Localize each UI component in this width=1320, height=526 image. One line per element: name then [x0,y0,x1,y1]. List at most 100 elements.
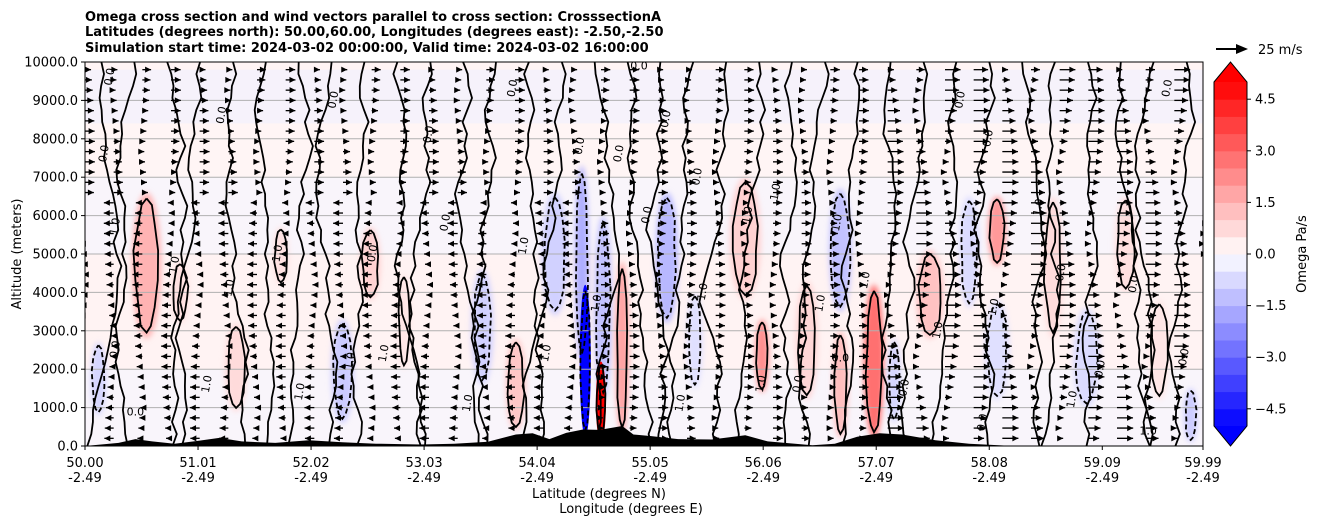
wind-vector-head-25-2 [802,414,809,421]
wind-vector-head-35-0 [1093,435,1100,442]
wind-vector-head-12-15 [427,281,434,288]
wind-vector-head-24-18 [772,251,779,257]
wind-vector-head-26-13 [834,302,841,309]
wind-vector-head-22-26 [711,169,718,176]
wind-vector-head-25-13 [802,302,809,309]
wind-vector-head-29-4 [918,394,925,401]
wind-vector-head-13-20 [447,230,454,237]
wind-vector-head-15-6 [505,373,512,380]
wind-vector-head-5-28 [229,148,236,155]
wind-vector-head-20-11 [657,322,664,329]
zero-contour-30 [1081,62,1099,446]
wind-vector-head-4-12 [194,312,201,319]
x-tick-lat-label-5: 55.05 [632,456,669,471]
wind-vector-head-23-5 [747,384,754,391]
wind-vector-head-35-17 [1088,261,1095,268]
wind-vector-head-24-6 [775,373,782,380]
wind-vector-head-23-36 [747,66,754,73]
wind-vector-head-9-36 [341,66,348,73]
wind-vector-head-4-8 [191,353,198,360]
wind-vector-head-8-15 [312,281,319,288]
wind-vector-head-30-31 [949,117,956,124]
wind-vector-head-13-24 [460,189,467,196]
wind-vector-head-25-3 [802,404,809,411]
wind-vector-head-31-23 [975,199,982,206]
wind-vector-head-33-1 [1036,425,1043,432]
wind-vector-head-2-9 [135,343,142,350]
wind-vector-head-29-33 [913,97,920,104]
contour-label-45: 0.0 [1053,263,1069,282]
wind-vector-head-26-31 [830,117,837,124]
wind-vector-head-1-12 [109,312,116,319]
wind-vector-head-21-34 [684,87,691,94]
wind-vector-head-9-14 [336,291,343,298]
wind-vector-head-19-18 [628,251,635,257]
wind-vector-head-26-16 [833,271,840,278]
x-tick-lon-label-7: -2.49 [859,471,893,486]
wind-vector-head-29-5 [916,384,923,391]
wind-vector-head-15-30 [518,128,525,135]
wind-vector-head-8-18 [309,251,316,257]
wind-vector-head-34-14 [1069,291,1076,298]
wind-vector-head-10-8 [364,353,371,360]
wind-vector-head-13-4 [451,394,458,401]
wind-vector-head-31-14 [978,291,985,298]
x-axis-label-latitude: Latitude (degrees N) [532,487,666,502]
wind-vector-head-17-36 [571,66,578,73]
wind-vector-head-30-29 [946,138,953,145]
wind-vector-head-14-4 [482,394,489,401]
wind-vector-head-9-30 [342,128,349,135]
wind-vector-head-38-4 [1176,394,1183,401]
wind-vector-head-20-36 [657,66,664,73]
wind-vector-head-9-35 [340,76,347,83]
wind-vector-head-11-25 [400,179,407,186]
wind-vector-head-17-28 [572,148,579,155]
wind-vector-head-20-2 [662,414,669,421]
wind-vector-head-22-1 [712,425,719,432]
wind-vector-head-2-15 [132,281,139,288]
wind-vector-head-23-7 [748,363,755,370]
wind-vector-head-19-21 [625,220,632,227]
colorbar-segment-7 [1214,288,1247,307]
wind-vector-head-16-4 [533,394,540,401]
wind-vector-head-13-13 [451,302,458,309]
wind-vector-head-2-17 [132,261,139,268]
wind-vector-head-0-35 [85,76,92,83]
wind-vector-head-29-27 [920,158,927,165]
wind-vector-head-2-35 [144,76,151,83]
wind-vector-head-37-3 [1148,404,1155,411]
wind-vector-head-39-36 [1211,67,1217,73]
wind-vector-head-35-12 [1095,312,1102,319]
wind-vector-head-29-12 [919,312,926,319]
wind-vector-head-10-17 [362,261,369,268]
wind-vector-head-1-11 [110,322,117,329]
wind-vector-head-16-34 [544,87,551,94]
wind-vector-head-26-17 [833,261,840,268]
y-tick-label-5: 5000.0 [33,248,79,263]
wind-vector-head-11-27 [401,158,408,165]
wind-vector-head-10-23 [365,199,372,206]
wind-vector-head-6-21 [249,220,256,227]
wind-vector-head-11-11 [390,322,397,329]
wind-vector-head-13-18 [448,251,455,257]
wind-vector-head-30-30 [947,128,954,135]
contour-label-39: 1.0 [930,320,946,339]
terrain-fill [85,426,1203,446]
wind-vector-head-24-13 [769,302,776,309]
wind-vector-head-1-1 [104,425,111,432]
wind-vector-head-18-25 [598,179,605,186]
wind-vector-head-14-20 [478,230,485,237]
wind-vector-head-38-26 [1171,169,1178,176]
wind-vector-head-32-1 [1012,425,1019,432]
wind-vector-head-37-7 [1141,363,1148,370]
wind-vector-head-18-6 [600,373,607,380]
wind-vector-head-37-17 [1155,261,1162,268]
wind-vector-head-19-4 [632,394,639,401]
wind-vector-head-13-8 [455,353,462,360]
wind-vector-head-4-5 [190,384,197,391]
wind-vector-head-29-19 [926,240,933,247]
wind-vector-head-27-10 [862,332,869,339]
omega-contour-11 [574,173,589,358]
wind-vector-head-34-30 [1062,128,1069,135]
wind-vector-head-0-21 [78,220,84,226]
